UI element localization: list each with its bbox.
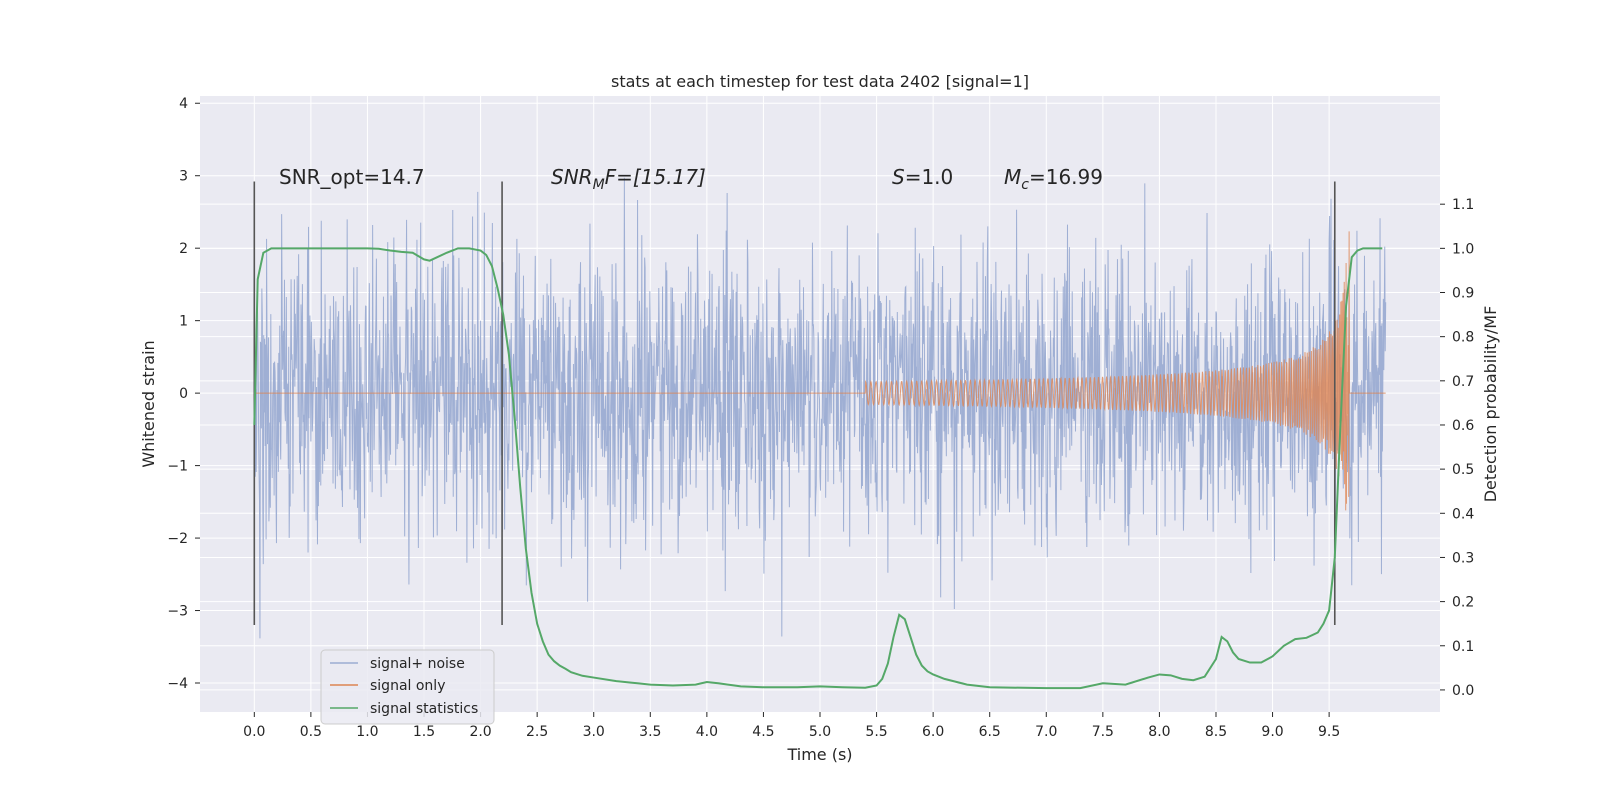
y2-tick-label: 0.0 <box>1452 683 1474 699</box>
y2-tick-label: 1.0 <box>1452 241 1474 257</box>
annotation-mc-sub: c <box>1021 177 1029 193</box>
y2-tick-label: 0.3 <box>1452 550 1474 566</box>
annotation-mc-var: M <box>1004 165 1021 189</box>
y2-tick-label: 0.7 <box>1452 374 1474 390</box>
x-tick-label: 8.0 <box>1148 724 1170 740</box>
x-tick-label: 7.5 <box>1092 724 1114 740</box>
x-tick-label: 1.0 <box>356 724 378 740</box>
y2-tick-label: 1.1 <box>1452 197 1474 213</box>
y2-tick-label: 0.8 <box>1452 330 1474 346</box>
y-tick-label: −4 <box>167 676 188 692</box>
x-tick-label: 4.0 <box>696 724 718 740</box>
x-tick-label: 5.5 <box>865 724 887 740</box>
x-axis-ticks: 0.0 0.5 1.0 1.5 2.0 2.5 3.0 3.5 4.0 4.5 5.0 5.5 6.0 6… <box>243 712 1340 740</box>
x-tick-label: 5.0 <box>809 724 831 740</box>
y-axis-label: Whitened strain <box>139 340 158 467</box>
y-tick-label: 3 <box>179 169 188 185</box>
annotation-snr-mf: SNRMF=[15.17] <box>551 165 706 193</box>
y2-tick-label: 0.2 <box>1452 595 1474 611</box>
x-tick-label: 4.5 <box>752 724 774 740</box>
series-signal-only <box>254 231 1386 511</box>
annotation-s-rest: =1.0 <box>905 165 954 189</box>
chart-title: stats at each timestep for test data 240… <box>611 72 1029 91</box>
x-tick-label: 9.5 <box>1318 724 1340 740</box>
series-signal-plus-noise <box>253 177 1387 639</box>
y2-axis-ticks: 1.1 1.0 0.9 0.8 0.7 0.6 0.5 0.4 0.3 0.2 0.1 0.0 <box>1440 197 1474 699</box>
x-tick-label: 6.0 <box>922 724 944 740</box>
y-tick-label: 2 <box>179 241 188 257</box>
series-signal-statistics <box>253 247 1383 690</box>
x-tick-label: 7.0 <box>1035 724 1057 740</box>
x-tick-label: 0.5 <box>300 724 322 740</box>
stats-line <box>253 247 1383 690</box>
x-axis-label: Time (s) <box>786 745 852 764</box>
legend-label-signal-statistics: signal statistics <box>370 701 478 717</box>
y2-tick-label: 0.1 <box>1452 639 1474 655</box>
annotation-snr-mf-base: SNR <box>551 165 593 189</box>
x-tick-label: 6.5 <box>979 724 1001 740</box>
x-tick-label: 8.5 <box>1205 724 1227 740</box>
y2-tick-label: 0.4 <box>1452 506 1474 522</box>
legend-label-signal-only: signal only <box>370 678 445 694</box>
x-tick-label: 2.0 <box>469 724 491 740</box>
chirp-line <box>254 231 1386 511</box>
y-tick-label: −3 <box>167 604 188 620</box>
annotation-s-var: S <box>892 165 905 189</box>
y2-tick-label: 0.5 <box>1452 462 1474 478</box>
y-tick-label: −1 <box>167 459 188 475</box>
annotation-snr-opt: SNR_opt=14.7 <box>279 165 425 189</box>
y-tick-label: 1 <box>179 314 188 330</box>
x-tick-label: 9.0 <box>1261 724 1283 740</box>
y2-axis-label: Detection probability/MF <box>1481 306 1500 503</box>
x-tick-label: 2.5 <box>526 724 548 740</box>
y-tick-label: −2 <box>167 531 188 547</box>
x-tick-label: 1.5 <box>413 724 435 740</box>
annotation-snr-mf-rest: F=[15.17] <box>605 165 706 189</box>
y2-tick-label: 0.6 <box>1452 418 1474 434</box>
x-tick-label: 3.5 <box>639 724 661 740</box>
y2-tick-label: 0.9 <box>1452 286 1474 302</box>
annotation-s: S=1.0 <box>892 165 953 189</box>
x-tick-label: 3.0 <box>583 724 605 740</box>
legend-label-signal-plus-noise: signal+ noise <box>370 656 465 672</box>
annotation-mc: Mc=16.99 <box>1004 165 1103 193</box>
y-tick-label: 4 <box>179 96 188 112</box>
x-tick-label: 0.0 <box>243 724 265 740</box>
y-axis-ticks: 4 3 2 1 0 −1 −2 −3 −4 <box>167 96 200 692</box>
legend-box <box>320 649 495 725</box>
annotation-snr-mf-sub: M <box>593 177 605 193</box>
noise-line <box>253 177 1387 639</box>
legend: signal+ noise signal only signal statist… <box>320 649 495 725</box>
annotation-mc-rest: =16.99 <box>1029 165 1103 189</box>
y-tick-label: 0 <box>179 386 188 402</box>
